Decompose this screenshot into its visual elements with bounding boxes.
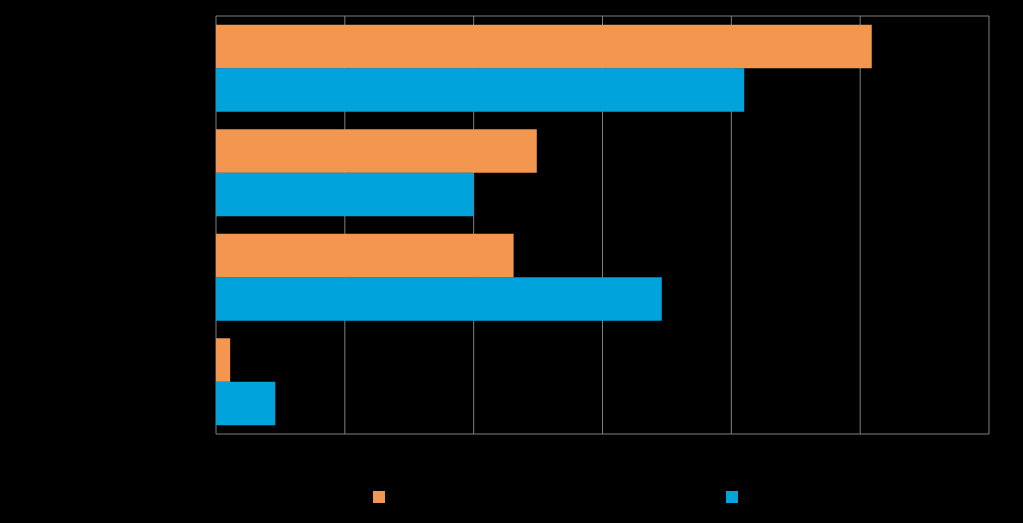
bar bbox=[216, 233, 514, 278]
legend-marker bbox=[726, 491, 738, 503]
bar bbox=[216, 129, 537, 173]
bar bbox=[216, 24, 872, 69]
bar bbox=[216, 381, 276, 426]
bar bbox=[216, 338, 231, 382]
bar bbox=[216, 277, 662, 321]
bar bbox=[216, 172, 474, 217]
legend-marker bbox=[373, 491, 385, 503]
bar bbox=[216, 68, 745, 112]
